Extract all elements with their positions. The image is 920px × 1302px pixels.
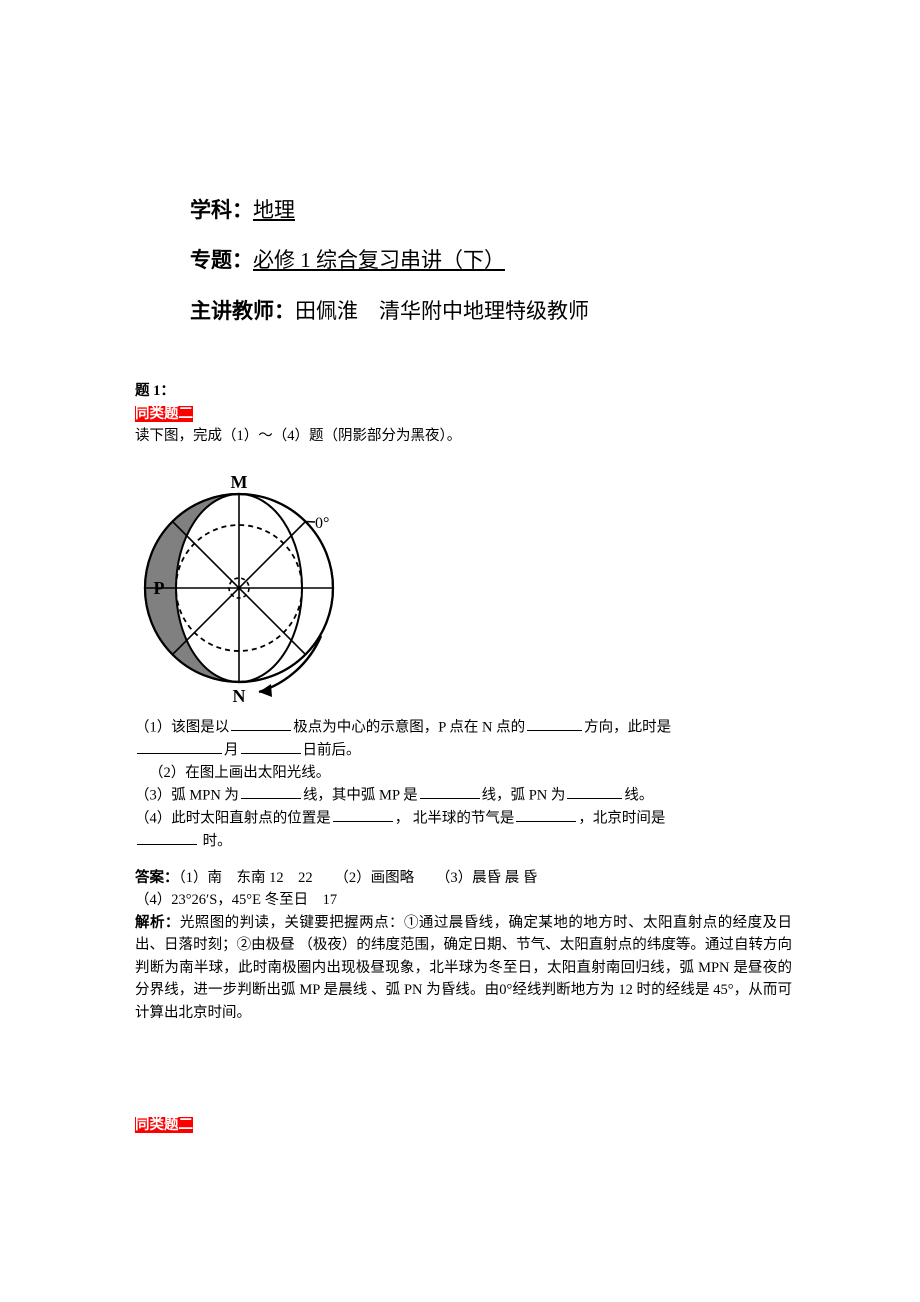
page: 学科：地理 专题：必修 1 综合复习串讲（下） 主讲教师：田佩淮 清华附中地理特… [0,0,920,1197]
analysis-block: 解析：光照图的判读，关键要把握两点：①通过晨昏线，确定某地的地方时、太阳直射点的… [135,912,792,1024]
blank [527,716,582,732]
q1p4a: （4）此时太阳直射点的位置是 [135,810,331,826]
tag-highlight: 同类题二 [135,406,193,422]
topic-value: 必修 1 综合复习串讲（下） [253,248,505,272]
subject-label: 学科： [190,198,253,222]
svg-text:M: M [231,472,248,492]
q1p3d: 线。 [624,787,653,803]
question-2-tag-line: 同类题二 [135,1114,792,1136]
q1-part1: （1）该图是以 极点为中心的示意图，P 点在 N 点的 方向，此时是 月 日前后。 [135,716,792,762]
q1-part3: （3）弧 MPN 为 线，其中弧 MP 是 线，弧 PN 为 线。 [135,784,792,807]
topic-label: 专题： [190,248,253,272]
svg-text:N: N [233,686,246,706]
svg-text:P: P [154,578,165,598]
blank [137,830,197,846]
q1p3a: （3）弧 MPN 为 [135,787,239,803]
question-1-title: 题 1： [135,380,792,402]
q1p4d: 时。 [199,833,232,849]
blank [241,784,301,800]
q1p1a: （1）该图是以 [135,719,229,735]
globe-svg: M N P 0° [135,466,350,708]
topic-line: 专题：必修 1 综合复习串讲（下） [190,235,792,285]
q1-part4: （4）此时太阳直射点的位置是 ， 北半球的节气是 ，北京时间是 时。 [135,807,792,853]
header-block: 学科：地理 专题：必修 1 综合复习串讲（下） 主讲教师：田佩淮 清华附中地理特… [190,185,792,336]
q1p1d: 月 [224,742,239,758]
blank [333,807,393,823]
blank [567,784,622,800]
q1p1b: 极点为中心的示意图，P 点在 N 点的 [293,719,525,735]
answer-line2: （4）23°26′S，45°E 冬至日 17 [135,892,337,908]
question-1-prompt: 读下图，完成（1）～（4）题（阴影部分为黑夜）。 [135,425,792,447]
teacher-value: 田佩淮 清华附中地理特级教师 [295,299,589,323]
q1p3c: 线，弧 PN 为 [482,787,566,803]
teacher-label: 主讲教师： [190,299,295,323]
blank [241,739,301,755]
blank [231,716,291,732]
q1p4b: ， 北半球的节气是 [395,810,515,826]
q1p4c: ，北京时间是 [578,810,665,826]
q1p3b: 线，其中弧 MP 是 [303,787,418,803]
terminator-diagram: M N P 0° [135,466,792,708]
teacher-line: 主讲教师：田佩淮 清华附中地理特级教师 [190,286,792,336]
answer-block: 答案：（1）南 东南 12 22 （2）画图略 （3）晨昏 晨 昏 （4）23°… [135,867,792,912]
q1-part2: （2）在图上画出太阳光线。 [135,762,792,784]
svg-text:0°: 0° [315,515,329,532]
question-1-tag-line: 同类题二 [135,403,792,425]
blank [516,807,576,823]
subject-value: 地理 [253,198,295,222]
q1p1c: 方向，此时是 [584,719,671,735]
q1p1e: 日前后。 [303,742,361,758]
tag-highlight-2: 同类题二 [135,1117,193,1133]
analysis-label: 解析： [135,915,180,931]
subject-line: 学科：地理 [190,185,792,235]
blank [420,784,480,800]
blank [137,739,222,755]
answer-label: 答案： [135,870,179,886]
answer-line1: （1）南 东南 12 22 （2）画图略 （3）晨昏 晨 昏 [179,870,538,886]
analysis-text: 光照图的判读，关键要把握两点：①通过晨昏线，确定某地的地方时、太阳直射点的经度及… [135,915,792,1021]
